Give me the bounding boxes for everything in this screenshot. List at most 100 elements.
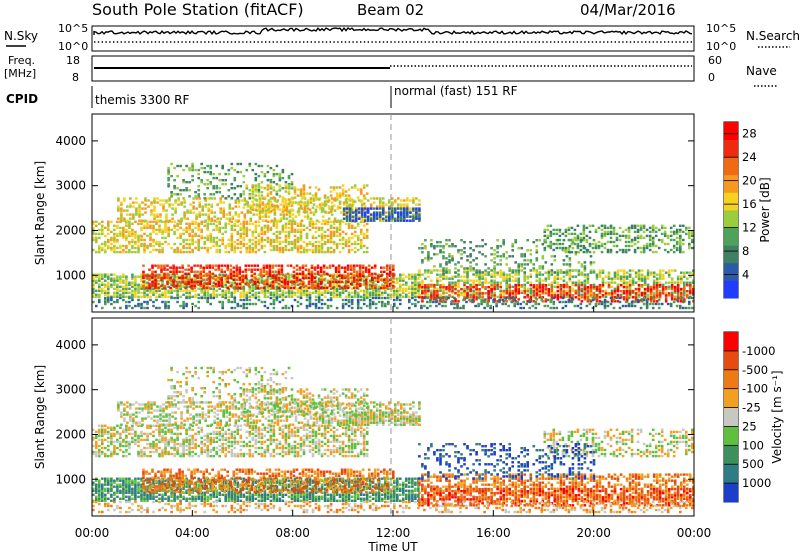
- data-cell: [242, 181, 246, 184]
- data-cell: [421, 296, 424, 299]
- data-cell: [625, 281, 629, 284]
- data-cell: [392, 284, 395, 288]
- data-cell: [436, 241, 439, 244]
- data-cell: [113, 293, 116, 296]
- data-cell: [224, 226, 227, 230]
- data-cell: [610, 294, 614, 297]
- data-cell: [628, 284, 632, 287]
- data-cell: [421, 279, 424, 282]
- data-cell: [129, 197, 132, 200]
- nsky-label: N.Sky: [4, 29, 38, 43]
- data-cell: [257, 204, 261, 207]
- data-cell: [254, 179, 258, 182]
- data-cell: [258, 199, 262, 202]
- data-cell: [196, 274, 199, 277]
- data-cell: [158, 248, 161, 252]
- data-cell: [317, 279, 321, 282]
- data-cell: [236, 242, 240, 246]
- data-cell: [278, 230, 282, 234]
- data-cell: [601, 294, 605, 297]
- data-cell: [120, 211, 123, 214]
- data-cell: [658, 285, 662, 288]
- data-cell: [202, 266, 205, 269]
- data-cell: [564, 230, 568, 234]
- data-cell: [158, 244, 161, 248]
- data-cell: [544, 300, 548, 303]
- station-title: South Pole Station (fitACF): [92, 0, 304, 19]
- data-cell: [252, 213, 256, 216]
- data-cell: [658, 289, 662, 292]
- data-cell: [621, 234, 625, 238]
- data-cell: [248, 189, 252, 192]
- data-cell: [682, 230, 685, 234]
- data-cell: [310, 280, 314, 283]
- data-cell: [164, 236, 167, 240]
- data-cell: [399, 279, 402, 282]
- data-cell: [222, 201, 225, 204]
- data-cell: [445, 269, 448, 272]
- data-cell: [365, 228, 369, 232]
- data-cell: [692, 292, 695, 295]
- data-cell: [92, 238, 95, 242]
- data-cell: [316, 272, 320, 275]
- cpid-segment-1: themis 3300 RF: [95, 93, 189, 107]
- data-cell: [332, 204, 336, 207]
- data-cell: [508, 292, 511, 295]
- data-cell: [233, 193, 237, 196]
- data-cell: [598, 290, 602, 293]
- data-cell: [196, 282, 199, 286]
- data-cell: [167, 172, 170, 176]
- data-cell: [251, 187, 255, 190]
- data-cell: [92, 248, 95, 252]
- data-cell: [239, 242, 243, 246]
- data-cell: [282, 205, 286, 208]
- data-cell: [131, 293, 134, 296]
- data-cell: [627, 240, 631, 244]
- data-cell: [137, 291, 140, 294]
- data-cell: [436, 292, 439, 295]
- data-cell: [526, 263, 529, 266]
- data-cell: [317, 234, 321, 238]
- data-cell: [326, 250, 330, 254]
- data-cell: [179, 232, 182, 236]
- data-cell: [411, 273, 414, 276]
- data-cell: [517, 271, 520, 274]
- data-cell: [362, 224, 366, 227]
- data-cell: [628, 287, 632, 290]
- data-cell: [202, 286, 205, 290]
- data-cell: [399, 275, 402, 278]
- data-cell: [362, 186, 366, 189]
- data-cell: [284, 186, 288, 189]
- data-cell: [182, 250, 185, 254]
- data-cell: [296, 210, 300, 213]
- data-cell: [142, 272, 145, 275]
- data-cell: [457, 290, 460, 293]
- data-cell: [383, 270, 386, 273]
- data-cell: [640, 285, 644, 288]
- data-cell: [265, 264, 269, 267]
- data-cell: [156, 215, 159, 218]
- data-cell: [646, 290, 650, 293]
- data-cell: [526, 259, 529, 262]
- data-cell: [341, 194, 345, 197]
- data-cell: [293, 230, 297, 234]
- data-cell: [595, 298, 599, 301]
- data-cell: [158, 228, 161, 232]
- data-cell: [469, 279, 472, 282]
- data-cell: [158, 230, 161, 234]
- data-cell: [191, 162, 194, 166]
- data-cell: [199, 276, 202, 279]
- data-cell: [672, 224, 676, 227]
- data-cell: [176, 222, 179, 225]
- data-cell: [613, 300, 617, 303]
- data-cell: [295, 278, 299, 281]
- data-cell: [275, 291, 279, 294]
- data-cell: [163, 268, 166, 271]
- data-cell: [538, 296, 542, 299]
- data-cell: [208, 280, 211, 283]
- data-cell: [319, 274, 323, 277]
- data-cell: [547, 290, 551, 293]
- data-cell: [218, 179, 221, 182]
- data-cell: [415, 203, 418, 206]
- data-cell: [567, 228, 571, 232]
